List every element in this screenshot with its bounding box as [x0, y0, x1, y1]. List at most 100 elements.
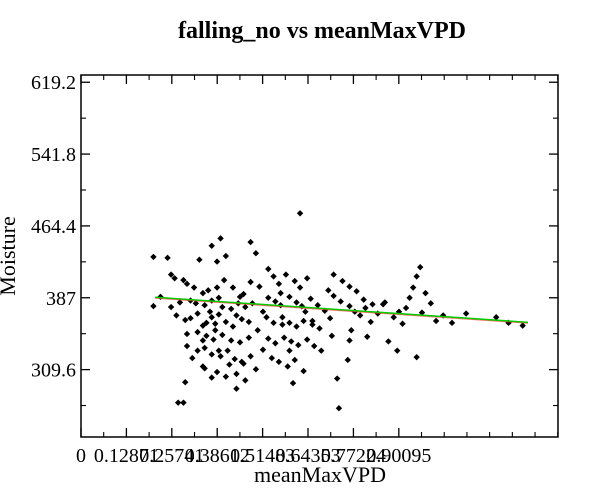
data-point: [422, 289, 429, 297]
data-point: [219, 331, 226, 339]
data-point: [385, 338, 392, 345]
data-point: [183, 330, 191, 338]
data-point: [203, 332, 210, 340]
data-point: [229, 284, 237, 291]
data-point: [448, 319, 456, 327]
data-point: [295, 341, 302, 349]
data-point: [199, 337, 207, 344]
data-point: [183, 280, 191, 288]
data-point: [233, 312, 240, 319]
data-point: [227, 305, 235, 313]
data-point: [194, 310, 201, 317]
data-point: [242, 303, 249, 311]
y-tick-label: 541.8: [31, 144, 76, 166]
data-point: [206, 308, 214, 315]
data-point: [150, 253, 157, 261]
data-point: [413, 273, 420, 280]
data-point: [272, 298, 279, 305]
data-point: [417, 263, 424, 271]
data-point: [265, 294, 272, 301]
data-point: [390, 314, 397, 321]
data-point: [330, 292, 337, 300]
data-point: [245, 318, 253, 326]
data-point: [217, 353, 224, 360]
data-point: [201, 365, 208, 372]
data-point: [217, 235, 224, 242]
data-point: [286, 319, 293, 327]
data-point: [277, 289, 284, 297]
y-tick-label: 309.6: [31, 360, 76, 382]
data-point: [344, 356, 351, 364]
data-point: [279, 321, 286, 328]
data-point: [259, 308, 267, 315]
data-point: [215, 311, 222, 318]
data-point: [201, 301, 208, 309]
data-point: [256, 283, 263, 290]
data-point: [286, 293, 293, 301]
y-axis-label: Moisture: [0, 216, 20, 295]
data-point: [346, 302, 353, 310]
data-point: [418, 309, 426, 316]
x-axis-label: meanMaxVPD: [254, 462, 386, 487]
data-point: [180, 276, 187, 284]
data-point: [399, 320, 406, 327]
data-point: [212, 327, 219, 334]
data-point: [291, 356, 298, 364]
data-point: [413, 353, 420, 361]
x-tick-label: 0.25741: [139, 445, 204, 467]
data-point: [252, 250, 260, 257]
data-point: [303, 336, 311, 343]
data-point: [309, 321, 316, 328]
data-point: [210, 336, 217, 343]
x-tick-label: 0.51483: [230, 445, 295, 467]
data-point: [212, 320, 219, 327]
data-point: [311, 342, 318, 350]
data-point: [252, 366, 260, 373]
data-point: [303, 275, 311, 282]
plot-frame: [80, 74, 559, 438]
data-point: [406, 294, 413, 301]
data-point: [335, 405, 343, 412]
data-point: [318, 347, 325, 354]
data-point: [265, 335, 272, 342]
data-point: [215, 347, 222, 354]
y-tick-label: 387: [46, 288, 76, 310]
data-point: [325, 287, 332, 294]
data-point: [337, 298, 344, 305]
data-point: [205, 287, 212, 294]
data-point: [364, 333, 371, 340]
data-point: [296, 284, 304, 291]
data-point: [176, 299, 184, 306]
data-point: [183, 342, 191, 350]
data-point: [268, 354, 275, 362]
y-tick-label: 464.4: [31, 216, 76, 238]
data-point: [462, 310, 470, 317]
data-point: [362, 304, 369, 312]
data-point: [233, 385, 240, 392]
data-point: [270, 273, 277, 280]
chart-title: falling_no vs meanMaxVPD: [178, 18, 466, 44]
data-point: [247, 353, 254, 360]
data-point: [307, 295, 314, 302]
data-point: [171, 275, 178, 282]
data-point: [289, 379, 297, 387]
data-point: [213, 258, 221, 265]
data-point: [213, 368, 221, 376]
data-point: [226, 361, 233, 368]
data-point: [280, 334, 288, 341]
data-point: [245, 334, 253, 341]
data-point: [240, 360, 247, 367]
data-point: [182, 316, 189, 324]
data-point: [309, 317, 316, 325]
data-point: [316, 325, 323, 332]
data-point: [189, 354, 196, 362]
data-point: [263, 314, 270, 321]
data-point: [196, 256, 203, 263]
data-point: [229, 323, 237, 330]
data-point: [409, 284, 417, 291]
data-point: [369, 301, 376, 308]
data-point: [330, 271, 337, 278]
data-point: [360, 296, 367, 303]
data-point: [236, 293, 244, 301]
